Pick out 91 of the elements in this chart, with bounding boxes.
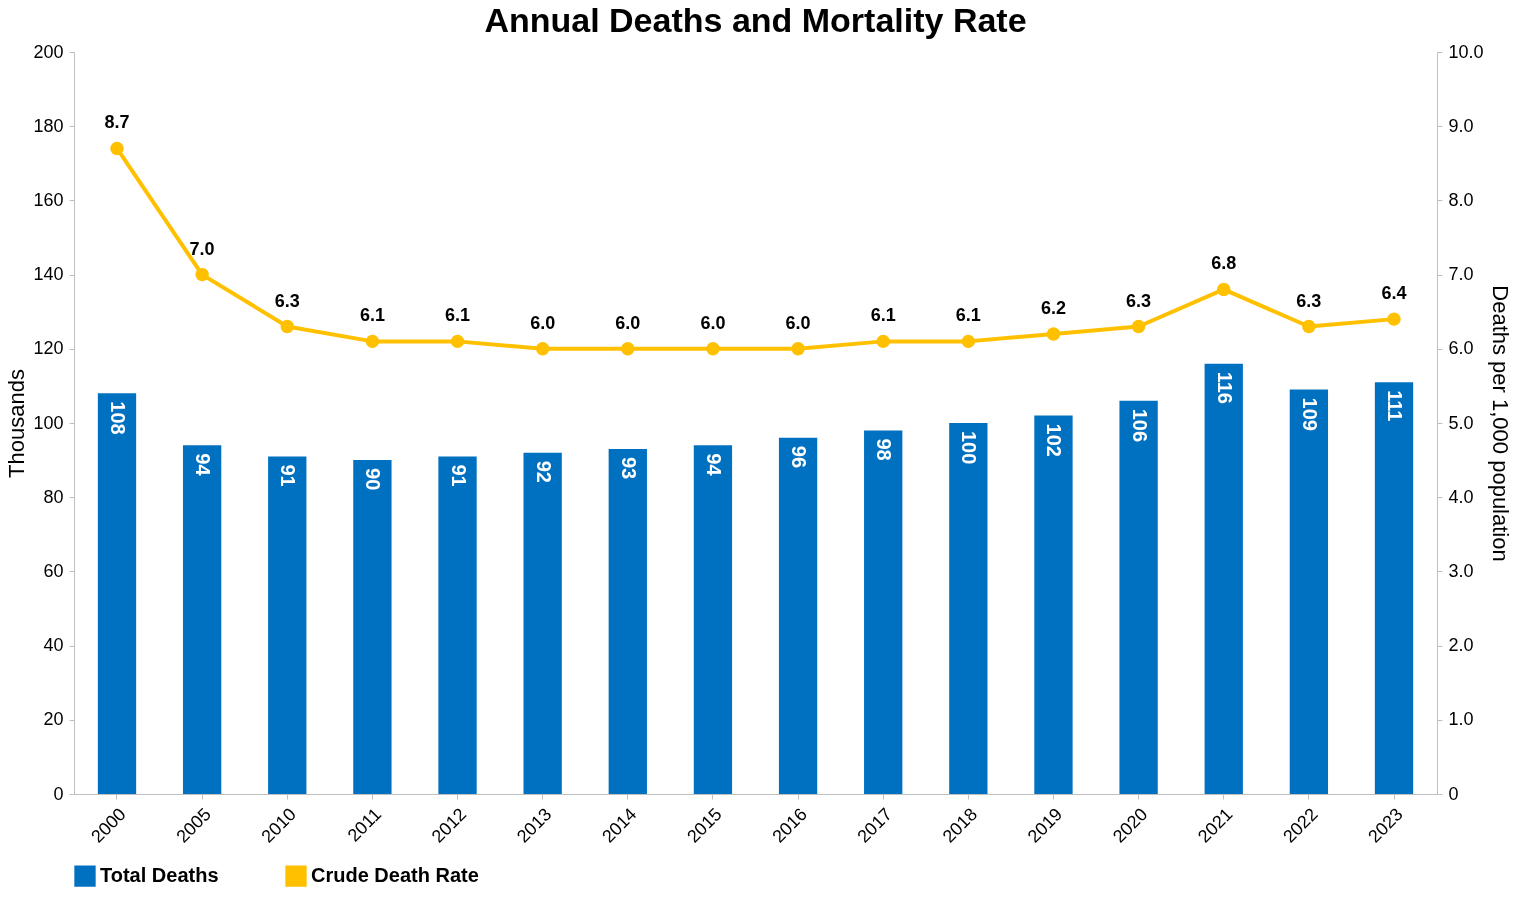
data-label: 6.1	[955, 305, 981, 326]
data-label: 98	[873, 438, 896, 461]
y-tick-label: 200	[33, 41, 64, 62]
data-label: 6.1	[359, 305, 385, 326]
data-label: 6.3	[274, 290, 300, 311]
data-label: 102	[1043, 423, 1066, 457]
bar	[182, 445, 222, 794]
y2-tick-label: 0	[1448, 783, 1459, 804]
legend-label: Crude Death Rate	[311, 864, 479, 887]
y-tick-label: 160	[33, 189, 64, 210]
chart-title: Annual Deaths and Mortality Rate	[484, 1, 1027, 39]
data-label: 8.7	[104, 112, 130, 133]
y2-axis-title: Deaths per 1,000 population	[1487, 285, 1513, 562]
data-label: 91	[447, 464, 470, 487]
y2-tick-label: 1.0	[1448, 709, 1474, 730]
bar	[1119, 400, 1158, 794]
point	[1387, 312, 1401, 326]
bar	[1204, 363, 1243, 794]
y-tick-label: 120	[33, 338, 64, 359]
data-label: 6.0	[615, 312, 641, 333]
point	[535, 342, 550, 356]
bar	[949, 423, 988, 794]
bar	[608, 448, 647, 794]
y-tick-label: 100	[33, 412, 64, 433]
y-axis-title: Thousands	[4, 369, 30, 478]
data-label: 108	[106, 401, 129, 435]
y2-tick-label: 8.0	[1448, 189, 1474, 210]
data-label: 111	[1384, 390, 1407, 422]
data-label: 93	[617, 456, 640, 480]
y2-tick-label: 2.0	[1448, 635, 1474, 656]
point	[876, 334, 890, 349]
y-tick-label: 140	[33, 264, 64, 285]
data-label: 6.8	[1211, 253, 1237, 274]
bar	[864, 430, 903, 794]
point	[1131, 319, 1146, 334]
bar	[438, 456, 477, 794]
y2-tick-label: 6.0	[1448, 338, 1474, 359]
point	[961, 334, 976, 349]
point	[110, 141, 124, 156]
data-label: 6.0	[530, 312, 556, 333]
point	[1217, 282, 1231, 297]
data-label: 6.3	[1126, 290, 1152, 311]
data-label: 92	[532, 460, 555, 483]
data-label: 6.0	[700, 312, 726, 333]
y2-tick-label: 9.0	[1448, 115, 1474, 136]
bar	[693, 445, 733, 794]
y-tick-label: 20	[43, 709, 64, 730]
legend-label: Total Deaths	[100, 864, 219, 887]
data-label: 109	[1298, 397, 1321, 431]
y-tick-label: 180	[33, 115, 64, 136]
bar	[1374, 382, 1414, 794]
y2-tick-label: 10.0	[1448, 41, 1484, 62]
data-label: 6.1	[445, 305, 471, 326]
y-tick-label: 40	[43, 635, 64, 656]
data-label: 6.3	[1296, 290, 1322, 311]
data-label: 6.0	[785, 312, 811, 333]
data-label: 106	[1128, 408, 1151, 443]
data-label: 6.4	[1381, 283, 1407, 304]
y2-tick-label: 5.0	[1448, 412, 1474, 433]
point	[195, 267, 209, 282]
bar	[1034, 415, 1073, 794]
bar	[523, 452, 562, 794]
data-label: 96	[788, 445, 811, 469]
bar	[268, 456, 307, 794]
point	[1302, 319, 1316, 334]
y-tick-label: 80	[43, 486, 64, 507]
point	[280, 319, 294, 334]
y-tick-label: 60	[43, 560, 64, 581]
point	[365, 334, 380, 349]
bar	[97, 393, 137, 794]
bar	[353, 460, 392, 794]
point	[1046, 327, 1061, 341]
data-label: 90	[362, 468, 385, 491]
y-tick-label: 0	[53, 783, 64, 804]
data-label: 7.0	[189, 238, 215, 259]
bar	[778, 437, 818, 794]
bar	[1289, 389, 1329, 794]
data-label: 91	[277, 464, 300, 487]
point	[450, 334, 465, 349]
data-label: 100	[958, 431, 981, 465]
point	[706, 342, 720, 356]
y2-tick-label: 3.0	[1448, 560, 1474, 581]
y2-tick-label: 7.0	[1448, 264, 1474, 285]
data-label: 116	[1213, 371, 1236, 404]
data-label: 6.1	[870, 305, 896, 326]
y2-tick-label: 4.0	[1448, 486, 1474, 507]
data-label: 6.2	[1040, 297, 1066, 318]
data-label: 94	[702, 453, 725, 477]
point	[621, 342, 635, 356]
point	[791, 342, 805, 356]
data-label: 94	[192, 453, 215, 477]
